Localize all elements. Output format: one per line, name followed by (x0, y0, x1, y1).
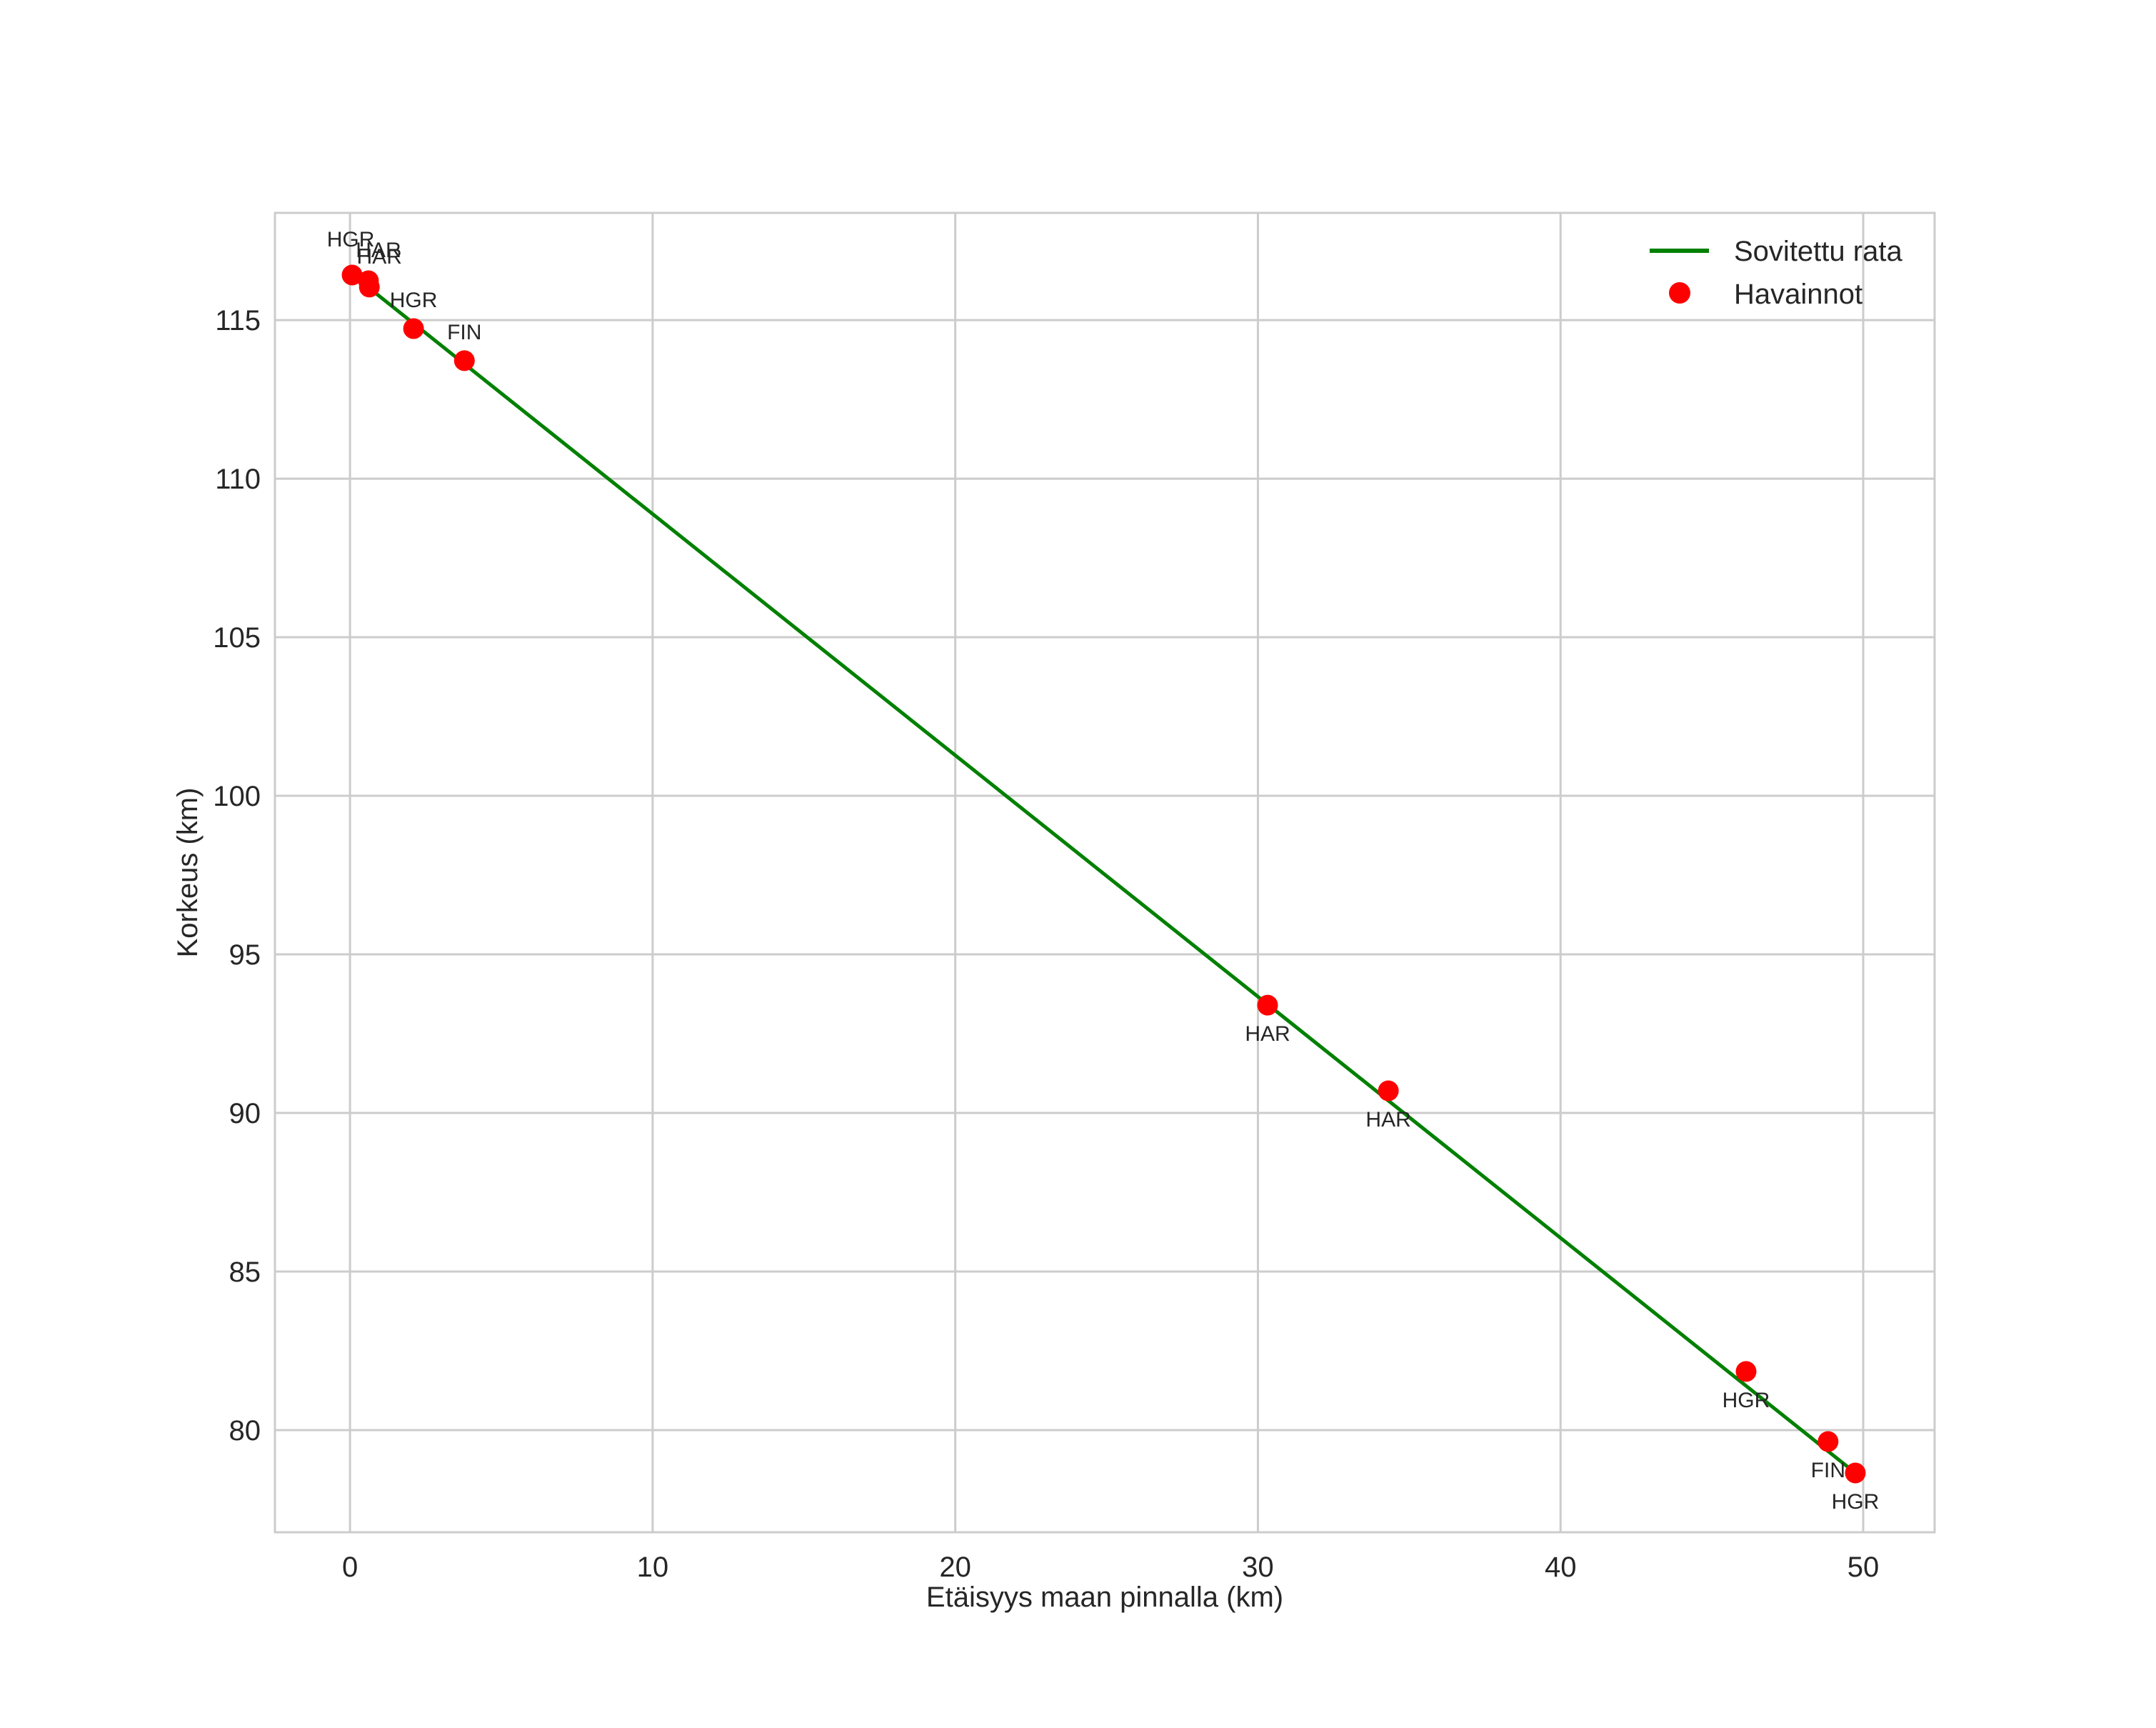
x-tick-label: 0 (342, 1552, 358, 1583)
station-label: HGR (1723, 1389, 1770, 1412)
x-tick-label: 20 (939, 1552, 971, 1583)
y-tick-label: 85 (229, 1257, 261, 1288)
station-label: FIN (447, 321, 481, 344)
x-tick-label: 50 (1847, 1552, 1880, 1583)
station-label: HGR (327, 228, 375, 251)
x-tick-label: 40 (1545, 1552, 1577, 1583)
fit-line (351, 273, 1857, 1474)
observation-point (1378, 1080, 1399, 1102)
grid-lines (275, 213, 1935, 1532)
observation-point (359, 276, 380, 298)
y-axis-label: Korkeus (km) (172, 788, 204, 958)
observation-point (1257, 994, 1278, 1016)
observation-points (341, 264, 1866, 1484)
station-label: HAR (1365, 1108, 1410, 1132)
observation-point (341, 264, 363, 286)
x-axis-label: Etäisyys maan pinnalla (km) (926, 1582, 1283, 1613)
x-tick-label: 30 (1242, 1552, 1274, 1583)
y-tick-label: 105 (213, 622, 261, 654)
observation-point (1817, 1431, 1839, 1452)
station-label: HGR (390, 289, 438, 312)
y-tick-label: 90 (229, 1098, 261, 1129)
legend-label-fit: Sovitettu rata (1734, 236, 1902, 267)
x-tick-label: 10 (637, 1552, 669, 1583)
station-label: HAR (357, 245, 402, 269)
observation-point (403, 318, 424, 339)
station-label: HGR (1832, 1490, 1880, 1514)
y-tick-label: 95 (229, 939, 261, 971)
legend-dot-icon (1669, 282, 1690, 304)
y-tick-labels: 80 85 90 95 100 105 110 115 (213, 305, 261, 1447)
y-tick-label: 110 (215, 464, 261, 495)
axes-frame (274, 211, 1936, 1534)
observation-point (453, 350, 475, 371)
fitted-trajectory-line (351, 273, 1857, 1474)
y-tick-label: 80 (229, 1415, 261, 1447)
legend: Sovitettu rata Havainnot (1650, 236, 1902, 310)
station-label: FIN (1811, 1459, 1845, 1482)
y-tick-label: 100 (213, 781, 261, 812)
x-tick-labels: 0 10 20 30 40 50 (342, 1552, 1879, 1583)
y-tick-label: 115 (215, 305, 261, 336)
legend-label-observations: Havainnot (1734, 279, 1862, 310)
observation-point (1845, 1462, 1866, 1484)
station-label: HAR (356, 239, 401, 262)
station-label: HAR (1245, 1022, 1290, 1046)
observation-point (1735, 1361, 1757, 1382)
